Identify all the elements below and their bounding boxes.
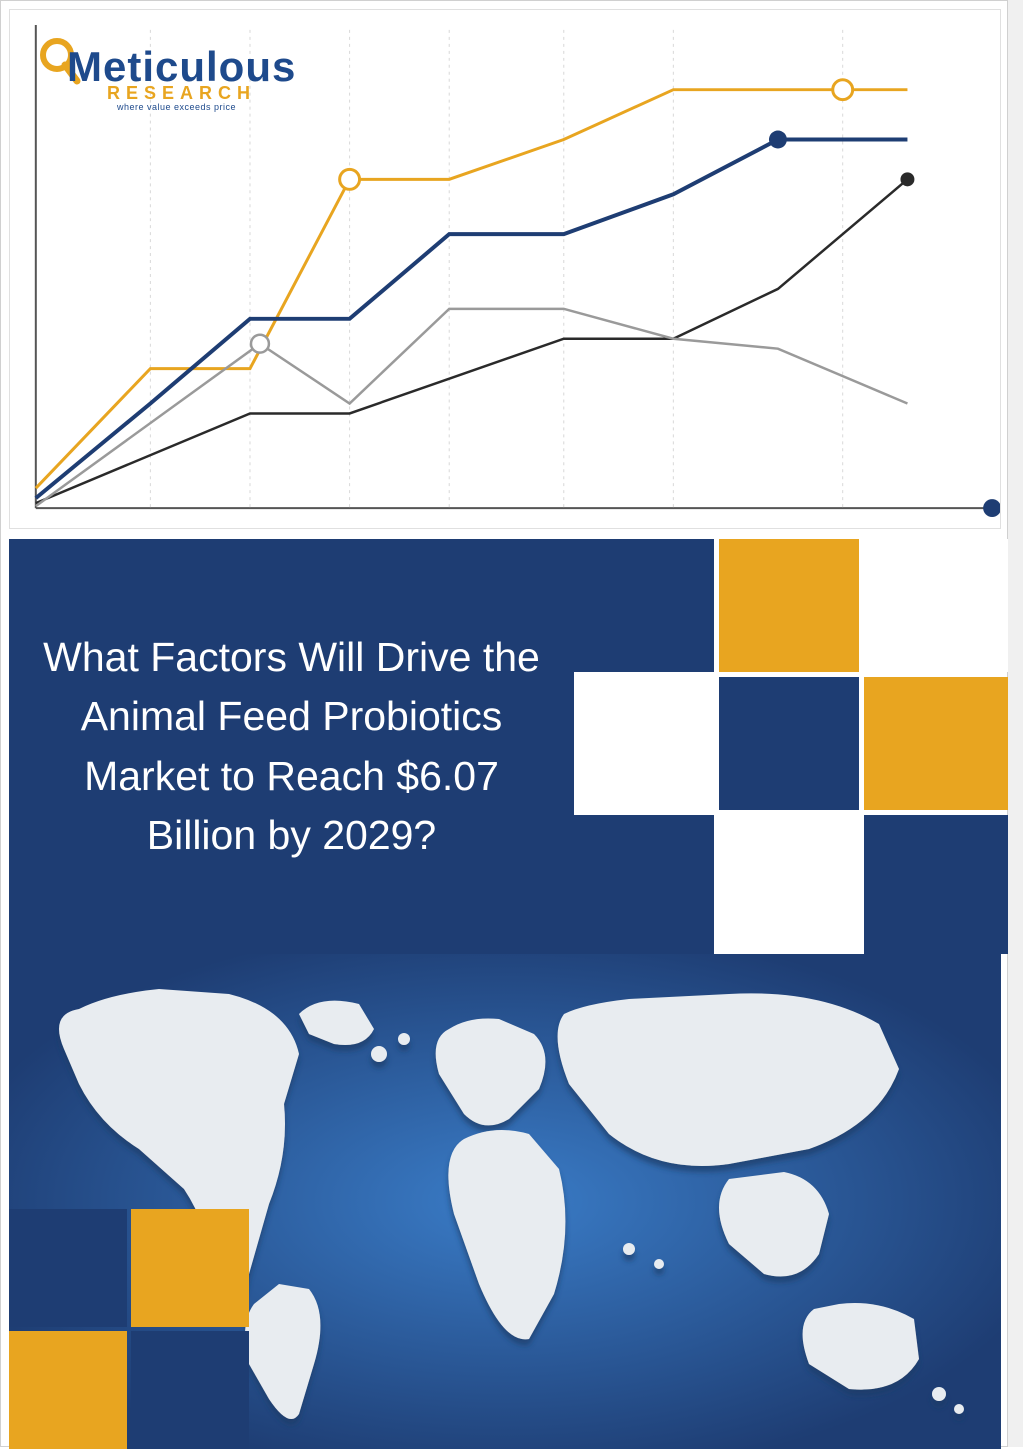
grid-cell (719, 815, 859, 954)
grid-cell (864, 539, 1009, 672)
report-cover-page: Meticulous RESEARCH where value exceeds … (0, 0, 1008, 1447)
map-grid-cell (131, 1331, 249, 1449)
world-map-panel (9, 954, 1001, 1449)
map-grid-cell (131, 1209, 249, 1327)
map-grid-cell (9, 1331, 127, 1449)
grid-cell (719, 677, 859, 810)
chart-panel: Meticulous RESEARCH where value exceeds … (9, 9, 1001, 529)
grid-cell (864, 815, 1009, 954)
map-grid-cell (9, 1209, 127, 1327)
decorative-squares-grid (574, 539, 1009, 954)
viewer-scrollbar[interactable] (1008, 0, 1023, 1447)
grid-cell (864, 677, 1009, 810)
logo-tagline-text: where value exceeds price (117, 102, 296, 112)
report-title: What Factors Will Drive the Animal Feed … (39, 628, 544, 866)
title-panel: What Factors Will Drive the Animal Feed … (9, 539, 574, 954)
grid-cell (574, 677, 714, 810)
grid-cell (574, 539, 714, 672)
grid-cell (574, 815, 714, 954)
company-logo: Meticulous RESEARCH where value exceeds … (35, 35, 295, 135)
map-corner-squares (9, 1209, 249, 1449)
grid-cell (719, 539, 859, 672)
